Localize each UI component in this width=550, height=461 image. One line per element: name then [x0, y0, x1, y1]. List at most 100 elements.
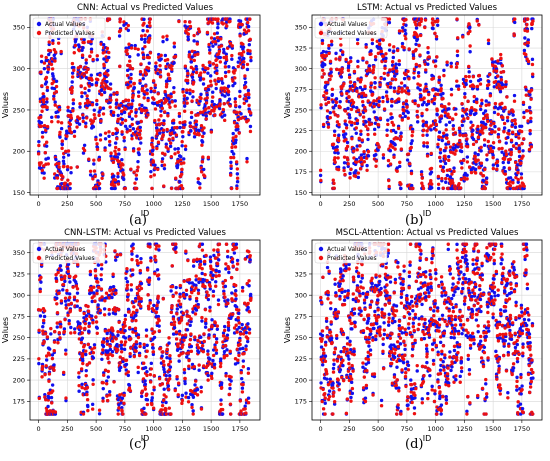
predicted-point [174, 176, 177, 179]
predicted-point [153, 374, 156, 377]
actual-point [144, 366, 147, 369]
predicted-point [85, 71, 88, 74]
actual-point [45, 144, 48, 147]
actual-point [437, 187, 440, 190]
predicted-point [392, 156, 395, 159]
actual-point [168, 374, 171, 377]
predicted-point [353, 83, 356, 86]
actual-point [331, 93, 334, 96]
predicted-point [408, 162, 411, 165]
predicted-point [169, 360, 172, 363]
predicted-point [377, 123, 380, 126]
actual-point [71, 71, 74, 74]
predicted-point [484, 187, 487, 190]
actual-point [399, 187, 402, 190]
actual-point [221, 81, 224, 84]
predicted-point [146, 113, 149, 116]
actual-point [333, 130, 336, 133]
predicted-point [181, 187, 184, 190]
predicted-point [531, 22, 534, 25]
predicted-point [370, 81, 373, 84]
predicted-point [63, 275, 66, 278]
predicted-point [504, 149, 507, 152]
x-tick-label: 0 [37, 200, 41, 208]
actual-point [163, 388, 166, 391]
predicted-point [240, 53, 243, 56]
actual-point [228, 98, 231, 101]
actual-point [114, 258, 117, 261]
actual-point [143, 379, 146, 382]
actual-point [91, 378, 94, 381]
predicted-point [455, 17, 458, 20]
predicted-point [480, 99, 483, 102]
actual-point [55, 297, 58, 300]
predicted-point [111, 273, 114, 276]
actual-point [178, 180, 181, 183]
actual-point [429, 128, 432, 131]
predicted-point [236, 167, 239, 170]
actual-point [81, 46, 84, 49]
predicted-point [91, 407, 94, 410]
predicted-point [82, 41, 85, 44]
actual-point [359, 133, 362, 136]
predicted-point [479, 146, 482, 149]
predicted-point [109, 289, 112, 292]
predicted-point [190, 99, 193, 102]
actual-point [176, 164, 179, 167]
predicted-point [369, 52, 372, 55]
predicted-point [64, 352, 67, 355]
predicted-point [215, 72, 218, 75]
predicted-point [474, 171, 477, 174]
actual-point [202, 82, 205, 85]
actual-point [179, 155, 182, 158]
predicted-point [223, 102, 226, 105]
actual-point [191, 76, 194, 79]
predicted-point [152, 160, 155, 163]
predicted-point [357, 171, 360, 174]
predicted-point [392, 45, 395, 48]
predicted-point [130, 258, 133, 261]
predicted-point [66, 165, 69, 168]
predicted-point [427, 55, 430, 58]
predicted-point [436, 109, 439, 112]
actual-point [117, 152, 120, 155]
actual-point [48, 347, 51, 350]
predicted-point [461, 35, 464, 38]
actual-point [87, 330, 90, 333]
predicted-point [334, 57, 337, 60]
actual-point [134, 314, 137, 317]
actual-point [84, 353, 87, 356]
predicted-point [513, 34, 516, 37]
predicted-point [441, 97, 444, 100]
actual-point [469, 120, 472, 123]
predicted-point [246, 119, 249, 122]
predicted-point [406, 70, 409, 73]
predicted-point [459, 142, 462, 145]
actual-point [118, 369, 121, 372]
predicted-point [100, 93, 103, 96]
predicted-point [83, 327, 86, 330]
x-tick-label: 1500 [485, 200, 502, 208]
predicted-point [108, 17, 111, 20]
predicted-point [190, 111, 193, 114]
predicted-point [172, 91, 175, 94]
predicted-point [152, 98, 155, 101]
predicted-point [229, 164, 232, 167]
predicted-point [389, 112, 392, 115]
predicted-point [141, 390, 144, 393]
actual-point [248, 43, 251, 46]
predicted-point [503, 106, 506, 109]
predicted-point [96, 78, 99, 81]
x-tick-label: 1000 [145, 200, 162, 208]
predicted-point [127, 310, 130, 313]
predicted-point [518, 150, 521, 153]
actual-point [208, 48, 211, 51]
predicted-point [161, 35, 164, 38]
predicted-point [120, 409, 123, 412]
predicted-point [503, 122, 506, 125]
actual-point [209, 74, 212, 77]
predicted-point [119, 253, 122, 256]
